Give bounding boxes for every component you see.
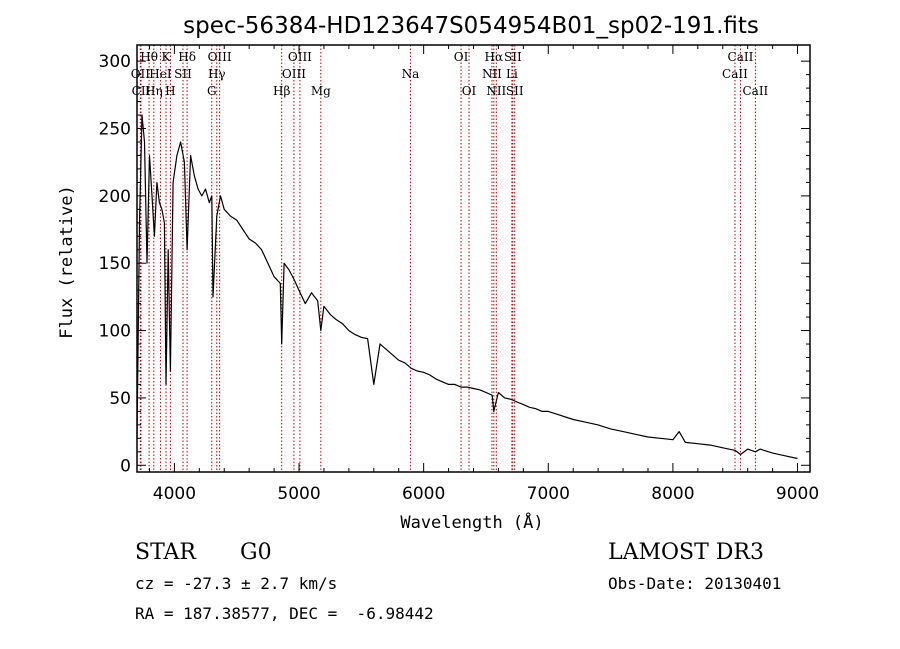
spectral-line-label: Hθ: [140, 50, 158, 64]
y-axis-ticks: 0 50 100 150 200 250 300: [99, 52, 810, 476]
spectral-line-label: Na: [402, 67, 420, 81]
y-tick-label: 250: [99, 120, 131, 140]
spectral-line-label: SII: [174, 67, 192, 81]
spectral-line-label: Li: [506, 67, 518, 81]
spectral-line-label: NII: [482, 67, 502, 81]
spectral-line-label: Hβ: [273, 84, 290, 98]
spectral-line-label: Mg: [311, 84, 331, 98]
x-tick-label: 7000: [527, 484, 570, 504]
spectral-line-label: OIII: [288, 50, 312, 64]
spectral-line-label: Hα: [485, 50, 504, 64]
spectral-line-label: CaII: [742, 84, 768, 98]
spectral-line-label: G: [207, 84, 217, 98]
spectrum-line: [136, 114, 798, 460]
spectral-line-label: SII: [504, 50, 522, 64]
spectral-line-label: SII: [506, 84, 524, 98]
redshift-readout: cz = -27.3 ± 2.7 km/s: [135, 574, 338, 593]
spectral-line-markers: [139, 45, 756, 472]
coordinates: RA = 187.38577, DEC = -6.98442: [135, 604, 434, 623]
spectral-line-label: H: [165, 84, 175, 98]
survey-name: LAMOST DR3: [608, 540, 764, 565]
y-axis-label: Flux (relative): [57, 185, 77, 339]
spectral-line-label: Hη: [145, 84, 163, 98]
spectral-line-label: OI: [462, 84, 477, 98]
spectral-line-label: OIII: [282, 67, 306, 81]
y-tick-label: 300: [99, 52, 131, 72]
x-axis-label: Wavelength (Å): [400, 511, 543, 533]
spectral-line-label: OIII: [208, 50, 232, 64]
spectral-line-label: HeI: [149, 67, 172, 81]
obs-date: Obs-Date: 20130401: [608, 574, 782, 593]
x-tick-label: 9000: [776, 484, 819, 504]
y-tick-label: 0: [120, 456, 131, 476]
object-class: STAR: [135, 540, 196, 565]
x-tick-label: 5000: [277, 484, 320, 504]
spectral-line-label: OII: [131, 67, 151, 81]
chart-title: spec-56384-HD123647S054954B01_sp02-191.f…: [183, 13, 759, 39]
x-tick-label: 4000: [153, 484, 196, 504]
spectral-line-label: K: [162, 50, 172, 64]
spectral-line-label: CaII: [728, 50, 754, 64]
y-tick-label: 100: [99, 322, 131, 342]
plot-frame: [136, 44, 811, 473]
y-tick-label: 150: [99, 254, 131, 274]
spectral-line-label: NII: [486, 84, 506, 98]
spectral-line-label: OI: [454, 50, 469, 64]
object-subclass: G0: [240, 540, 272, 565]
spectral-line-label: Hγ: [208, 67, 226, 81]
spectral-line-labels: OIICIIHθHηHeIKHSIIHδGHγOIIIHβOIIIOIIIMgN…: [131, 50, 769, 98]
y-tick-label: 200: [99, 187, 131, 207]
spectral-line-label: Hδ: [178, 50, 196, 64]
x-tick-label: 6000: [402, 484, 445, 504]
x-axis-ticks: 4000 5000 6000 7000 8000 9000: [148, 45, 819, 504]
spectral-line-label: CaII: [722, 67, 748, 81]
y-tick-label: 50: [109, 389, 131, 409]
x-tick-label: 8000: [651, 484, 694, 504]
